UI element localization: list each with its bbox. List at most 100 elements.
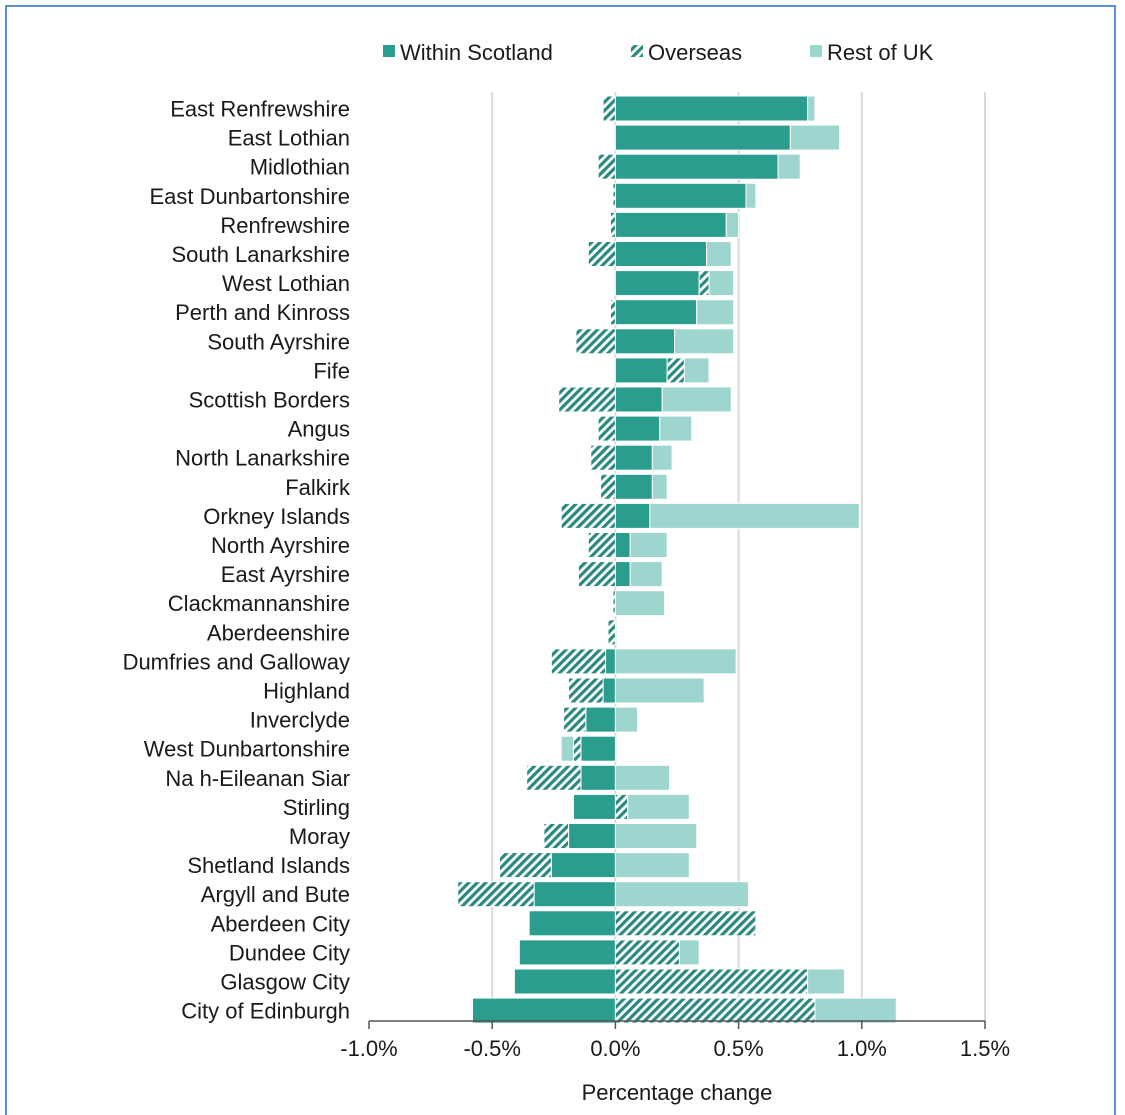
legend-within-scotland-label: Within Scotland (400, 40, 553, 65)
within-scotland-bar (580, 764, 616, 791)
overseas-bar (590, 444, 616, 471)
within-scotland-bar (614, 502, 651, 529)
x-axis-title: Percentage change (582, 1080, 773, 1105)
overseas-bar (499, 852, 552, 879)
overseas-bar (563, 706, 587, 733)
within-scotland-bar (614, 153, 779, 180)
within-scotland-bar (614, 95, 809, 122)
category-label: Aberdeenshire (207, 620, 350, 645)
category-label: Clackmannanshire (168, 591, 350, 616)
within-scotland-bar (471, 997, 616, 1024)
within-scotland-bar (518, 939, 616, 966)
rest-of-uk-bar (614, 648, 737, 675)
category-label: Midlothian (250, 155, 350, 180)
rest-of-uk-bar (614, 706, 639, 733)
category-label: Dumfries and Galloway (123, 649, 350, 674)
within-scotland-bar (568, 823, 616, 849)
within-scotland-bar (602, 677, 616, 704)
x-tick-label: 0.0% (590, 1036, 640, 1061)
rest-of-uk-bar (661, 386, 732, 413)
rest-of-uk-bar (807, 968, 846, 995)
rest-of-uk-bar (683, 357, 710, 384)
rest-of-uk-bar (651, 473, 668, 500)
category-label: Renfrewshire (220, 213, 350, 238)
overseas-bar (573, 735, 582, 762)
overseas-bar (614, 997, 816, 1024)
category-label: Glasgow City (220, 970, 350, 995)
x-axis: -1.0% -0.5% 0.0% 0.5% 1.0% 1.5% (340, 1020, 1010, 1061)
rest-of-uk-bar (614, 764, 671, 791)
overseas-bar (577, 561, 616, 588)
category-label: West Dunbartonshire (144, 737, 350, 762)
overseas-bar (609, 211, 616, 238)
overseas-bar (587, 241, 616, 267)
x-tick-label: 0.5% (714, 1036, 764, 1061)
rest-of-uk-bar (659, 415, 693, 442)
rest-of-uk-bar (649, 502, 860, 529)
rest-of-uk-bar (614, 852, 690, 879)
category-label: Falkirk (285, 475, 351, 500)
rest-of-uk-bar (708, 270, 735, 297)
overseas-bar (543, 823, 570, 849)
overseas-bar (607, 619, 616, 646)
within-scotland-bar (614, 357, 668, 384)
legend-overseas-label: Overseas (648, 40, 742, 65)
category-label: East Ayrshire (221, 562, 350, 587)
x-tick-label: -0.5% (463, 1036, 520, 1061)
within-scotland-bar (580, 735, 616, 762)
within-scotland-bar (605, 648, 616, 675)
x-tick-label: -1.0% (340, 1036, 397, 1061)
overseas-bar (612, 182, 616, 209)
category-label: Inverclyde (250, 708, 350, 733)
rest-of-uk-bar (725, 211, 740, 238)
legend-overseas-swatch (631, 45, 643, 57)
y-axis-labels: East Renfrewshire East Lothian Midlothian E… (123, 97, 351, 1024)
within-scotland-bar (533, 881, 616, 908)
x-tick-label: 1.0% (837, 1036, 887, 1061)
legend: Within Scotland Overseas Rest of UK (383, 40, 934, 65)
category-label: Highland (263, 679, 350, 704)
overseas-bar (457, 881, 535, 908)
category-label: Argyll and Bute (201, 882, 350, 907)
rest-of-uk-bar (629, 532, 668, 558)
rest-of-uk-bar (777, 153, 801, 180)
within-scotland-bar (614, 299, 698, 326)
overseas-bar (550, 648, 607, 675)
overseas-bar (614, 910, 757, 937)
within-scotland-bar (614, 270, 700, 297)
category-label: Perth and Kinross (175, 300, 350, 325)
legend-rest-of-uk-label: Rest of UK (827, 40, 934, 65)
rest-of-uk-bar (614, 590, 666, 617)
within-scotland-bar (614, 211, 727, 238)
category-label: Na h-Eileanan Siar (165, 766, 350, 791)
category-label: Fife (313, 358, 350, 383)
x-tick-label: 1.5% (960, 1036, 1010, 1061)
legend-rest-of-uk-swatch (810, 45, 822, 57)
category-label: East Dunbartonshire (149, 184, 350, 209)
legend-within-scotland-swatch (383, 45, 395, 57)
category-label: Aberdeen City (211, 911, 350, 936)
category-label: Shetland Islands (187, 853, 350, 878)
category-label: Angus (288, 417, 350, 442)
overseas-bar (597, 415, 616, 442)
within-scotland-bar (614, 241, 708, 267)
within-scotland-bar (614, 415, 661, 442)
overseas-bar (575, 328, 616, 355)
rest-of-uk-bar (789, 124, 841, 151)
rest-of-uk-bar (678, 939, 700, 966)
rest-of-uk-bar (807, 95, 816, 122)
within-scotland-bar (513, 968, 616, 995)
overseas-bar (597, 153, 616, 180)
rest-of-uk-bar (696, 299, 735, 326)
category-label: City of Edinburgh (181, 999, 350, 1024)
rest-of-uk-bar (745, 182, 757, 209)
rest-of-uk-bar (706, 241, 732, 267)
within-scotland-bar (573, 793, 616, 820)
category-label: East Renfrewshire (170, 97, 350, 122)
category-label: North Lanarkshire (175, 446, 350, 471)
overseas-bar (587, 532, 616, 558)
within-scotland-bar (614, 124, 791, 151)
overseas-bar (560, 502, 616, 529)
category-label: Dundee City (229, 940, 350, 965)
